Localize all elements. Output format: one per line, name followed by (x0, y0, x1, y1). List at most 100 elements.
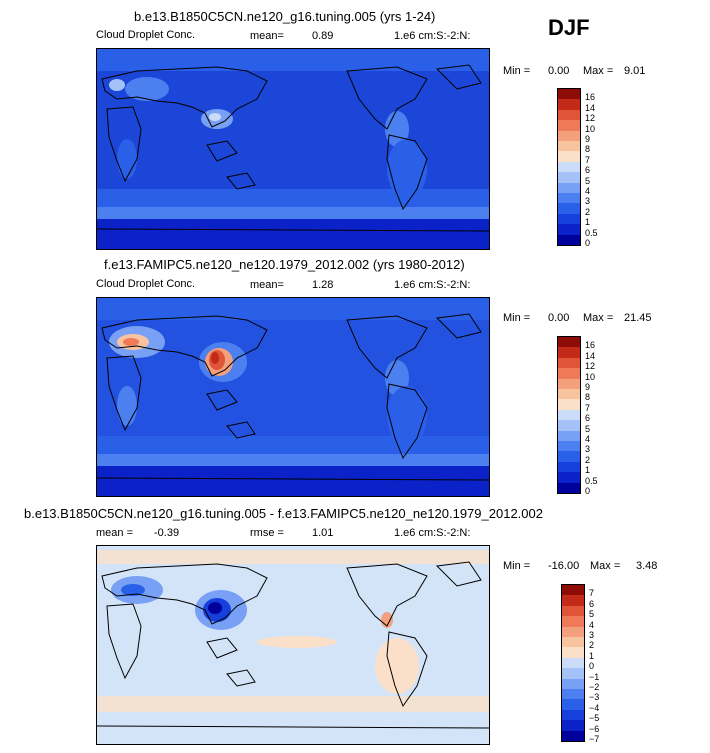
colorbar-tick-label: 2 (585, 454, 591, 465)
colorbar-swatch (562, 605, 584, 617)
colorbar-swatch (558, 172, 580, 184)
colorbar-swatch (562, 647, 584, 659)
panel2-min-label: Min = (503, 312, 531, 324)
panel2-min-value: 0.00 (548, 312, 570, 324)
colorbar-swatch (558, 203, 580, 215)
panel2-max-value: 21.45 (624, 312, 652, 324)
colorbar-swatch (558, 409, 580, 421)
colorbar-tick-label: 1 (585, 217, 591, 228)
colorbar-swatch (558, 120, 580, 132)
panel1-mean-value: 0.89 (312, 30, 334, 42)
colorbar-tick-label: 2 (585, 206, 591, 217)
colorbar-tick-label: 12 (585, 113, 596, 124)
panel1-units: 1.e6 cm:S:-2:N: (394, 30, 471, 42)
colorbar-swatch (558, 420, 580, 432)
colorbar-swatch (558, 482, 580, 494)
panel1-min-value: 0.00 (548, 65, 570, 77)
panel3-title: b.e13.B1850C5CN.ne120_g16.tuning.005 - f… (24, 506, 543, 521)
colorbar-swatch (558, 337, 580, 348)
panel1-title: b.e13.B1850C5CN.ne120_g16.tuning.005 (yr… (134, 9, 436, 24)
colorbar-swatch (558, 461, 580, 473)
panel2-colorbar (557, 336, 581, 494)
colorbar-swatch (562, 730, 584, 742)
colorbar-swatch (558, 430, 580, 442)
colorbar-tick-label: 8 (585, 144, 591, 155)
panel2-max-label: Max = (583, 312, 614, 324)
colorbar-tick-label: 0 (589, 661, 595, 672)
colorbar-tick-label: 2 (589, 640, 595, 651)
colorbar-tick-label: −6 (589, 723, 600, 734)
colorbar-tick-label: 6 (589, 598, 595, 609)
colorbar-tick-label: 14 (585, 102, 596, 113)
colorbar-swatch (562, 678, 584, 690)
colorbar-tick-label: 5 (589, 609, 595, 620)
colorbar-swatch (558, 141, 580, 152)
colorbar-tick-label: 4 (585, 186, 591, 196)
panel1-variable: Cloud Droplet Conc. (96, 29, 196, 41)
panel1-max-value: 9.01 (624, 65, 646, 77)
panel3-colorbar (561, 584, 585, 742)
panel2-units: 1.e6 cm:S:-2:N: (394, 279, 471, 291)
colorbar-swatch (558, 161, 580, 173)
colorbar-tick-label: 3 (585, 444, 591, 455)
colorbar-tick-label: 6 (585, 165, 591, 176)
panel3-mean-value: -0.39 (154, 527, 180, 539)
colorbar-tick-label: 4 (589, 619, 595, 630)
colorbar-swatch (558, 151, 580, 163)
colorbar-swatch (562, 668, 584, 680)
colorbar-tick-label: −7 (589, 734, 600, 744)
colorbar-swatch (562, 637, 584, 648)
colorbar-swatch (558, 182, 580, 194)
colorbar-swatch (558, 130, 580, 142)
colorbar-tick-label: 7 (585, 154, 591, 165)
colorbar-swatch (562, 720, 584, 732)
season-label: DJF (548, 15, 590, 40)
colorbar-swatch (562, 709, 584, 721)
colorbar-swatch (558, 193, 580, 204)
panel3-max-value: 3.48 (636, 560, 658, 572)
colorbar-tick-label: 4 (585, 434, 591, 444)
colorbar-tick-label: 10 (585, 123, 596, 134)
colorbar-tick-label: 7 (589, 588, 595, 599)
colorbar-swatch (562, 585, 584, 596)
colorbar-tick-label: 6 (585, 413, 591, 424)
colorbar-swatch (558, 368, 580, 380)
colorbar-tick-label: 0.5 (585, 475, 598, 486)
colorbar-tick-label: 0.5 (585, 227, 598, 238)
panel2-mean-value: 1.28 (312, 279, 334, 291)
colorbar-tick-label: −3 (589, 692, 600, 703)
colorbar-swatch (562, 689, 584, 700)
panel3-min-label: Min = (503, 560, 531, 572)
colorbar-swatch (562, 595, 584, 607)
colorbar-tick-label: 0 (585, 486, 591, 496)
panel3-units: 1.e6 cm:S:-2:N: (394, 527, 471, 539)
colorbar-swatch (558, 357, 580, 369)
panel2-map (96, 297, 490, 497)
colorbar-swatch (562, 657, 584, 669)
colorbar-tick-label: 0 (585, 238, 591, 248)
panel2-variable: Cloud Droplet Conc. (96, 278, 196, 290)
colorbar-swatch (562, 626, 584, 638)
colorbar-swatch (558, 347, 580, 359)
panel1-colorbar (557, 88, 581, 246)
colorbar-tick-label: 16 (585, 340, 596, 351)
colorbar-swatch (558, 213, 580, 225)
panel3-mean-label: mean = (96, 527, 133, 539)
colorbar-tick-label: 5 (585, 175, 591, 186)
colorbar-tick-label: −1 (589, 671, 600, 682)
colorbar-tick-label: 1 (589, 650, 595, 661)
panel1-max-label: Max = (583, 65, 614, 77)
panel1-mean-label: mean= (250, 30, 284, 42)
panel3-rmse-value: 1.01 (312, 527, 334, 539)
colorbar-tick-label: 14 (585, 350, 596, 361)
colorbar-tick-label: 16 (585, 92, 596, 103)
colorbar-swatch (558, 378, 580, 390)
colorbar-swatch (558, 451, 580, 463)
colorbar-swatch (558, 224, 580, 236)
colorbar-tick-label: 12 (585, 361, 596, 372)
colorbar-tick-label: 9 (585, 134, 591, 144)
colorbar-tick-label: −5 (589, 713, 600, 724)
colorbar-swatch (558, 109, 580, 121)
colorbar-swatch (558, 234, 580, 246)
colorbar-tick-label: 8 (585, 392, 591, 403)
